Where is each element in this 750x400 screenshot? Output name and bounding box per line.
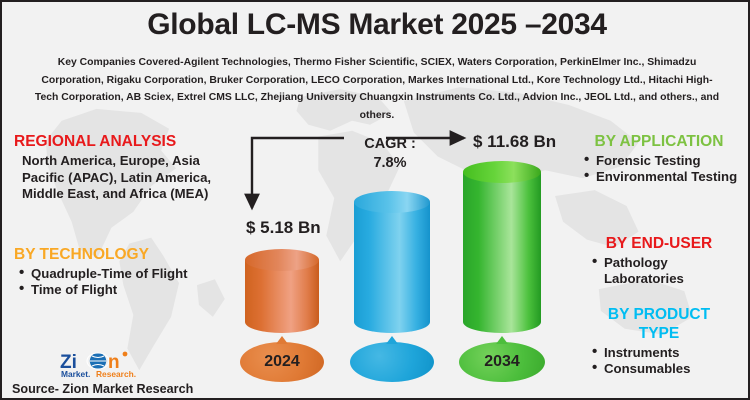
bar-2034-year-label: 2034 bbox=[484, 353, 520, 370]
registered-mark-icon bbox=[122, 351, 128, 357]
by-technology-list: Quadruple-Time of Flight Time of Flight bbox=[14, 265, 229, 299]
regional-analysis-body: North America, Europe, Asia Pacific (APA… bbox=[22, 153, 212, 201]
panel-by-application: BY APPLICATION Forensic Testing Environm… bbox=[570, 132, 748, 186]
list-item: Quadruple-Time of Flight bbox=[19, 265, 229, 282]
panel-by-technology: BY TECHNOLOGY Quadruple-Time of Flight T… bbox=[14, 245, 229, 299]
cagr-connector bbox=[244, 130, 467, 211]
bar-2034-top bbox=[463, 161, 541, 183]
by-end-user-heading: BY END-USER bbox=[605, 235, 713, 252]
list-item: Pathology Laboratories bbox=[592, 254, 748, 288]
bar-2024 bbox=[245, 249, 319, 333]
bar-2024-body bbox=[245, 260, 319, 333]
bar-2034 bbox=[463, 161, 541, 333]
bar-middle-year-bubble bbox=[350, 336, 434, 382]
bar-2034-year-bubble: 2034 bbox=[459, 336, 545, 382]
bubble-tip-icon bbox=[496, 336, 508, 344]
regional-analysis-heading: REGIONAL ANALYSIS bbox=[14, 133, 177, 150]
by-application-list: Forensic Testing Environmental Testing bbox=[570, 152, 748, 186]
bar-2024-year-bubble: 2024 bbox=[240, 336, 324, 382]
logo-zi-text: Zi bbox=[60, 352, 77, 373]
end-value-label: $ 11.68 Bn bbox=[473, 132, 557, 151]
bubble-tip-icon bbox=[386, 336, 398, 344]
logo-n-text: n bbox=[108, 352, 120, 373]
bar-2024-top bbox=[245, 249, 319, 271]
cagr-callout: CAGR : 7.8% bbox=[340, 135, 440, 173]
logo-market-text: Market. bbox=[61, 369, 90, 379]
list-item: Instruments bbox=[592, 344, 748, 361]
key-companies-covered: Key Companies Covered-Agilent Technologi… bbox=[34, 57, 720, 121]
bar-middle-body bbox=[354, 202, 430, 333]
list-item: Consumables bbox=[592, 360, 748, 377]
by-technology-heading: BY TECHNOLOGY bbox=[14, 246, 149, 263]
list-item: Forensic Testing bbox=[584, 152, 748, 169]
list-item: Environmental Testing bbox=[584, 168, 748, 185]
zion-market-research-logo: Zi n Market. Research. bbox=[60, 351, 136, 379]
globe-meridians-icon bbox=[86, 352, 110, 370]
source-attribution: Source- Zion Market Research bbox=[12, 382, 194, 396]
panel-regional-analysis: REGIONAL ANALYSIS North America, Europe,… bbox=[14, 132, 229, 203]
by-application-heading: BY APPLICATION bbox=[594, 133, 724, 150]
by-end-user-list: Pathology Laboratories bbox=[570, 254, 748, 288]
list-item: Time of Flight bbox=[19, 281, 229, 298]
panel-by-end-user: BY END-USER Pathology Laboratories bbox=[570, 234, 748, 288]
bar-2024-year-label: 2024 bbox=[264, 353, 300, 370]
by-product-type-list: Instruments Consumables bbox=[570, 344, 748, 378]
by-product-type-heading: BY PRODUCT TYPE bbox=[607, 306, 711, 342]
bubble-tip-icon bbox=[276, 336, 288, 344]
panel-by-product-type: BY PRODUCT TYPE Instruments Consumables bbox=[570, 305, 748, 378]
bar-middle-top bbox=[354, 191, 430, 213]
logo-research-text: Research. bbox=[96, 369, 136, 379]
cagr-value: 7.8% bbox=[373, 155, 407, 171]
cagr-label: CAGR : bbox=[364, 136, 416, 152]
bar-middle bbox=[354, 191, 430, 333]
start-value-label: $ 5.18 Bn bbox=[246, 218, 321, 237]
bar-2034-body bbox=[463, 172, 541, 333]
page-title: Global LC-MS Market 2025 –2034 bbox=[147, 8, 607, 41]
